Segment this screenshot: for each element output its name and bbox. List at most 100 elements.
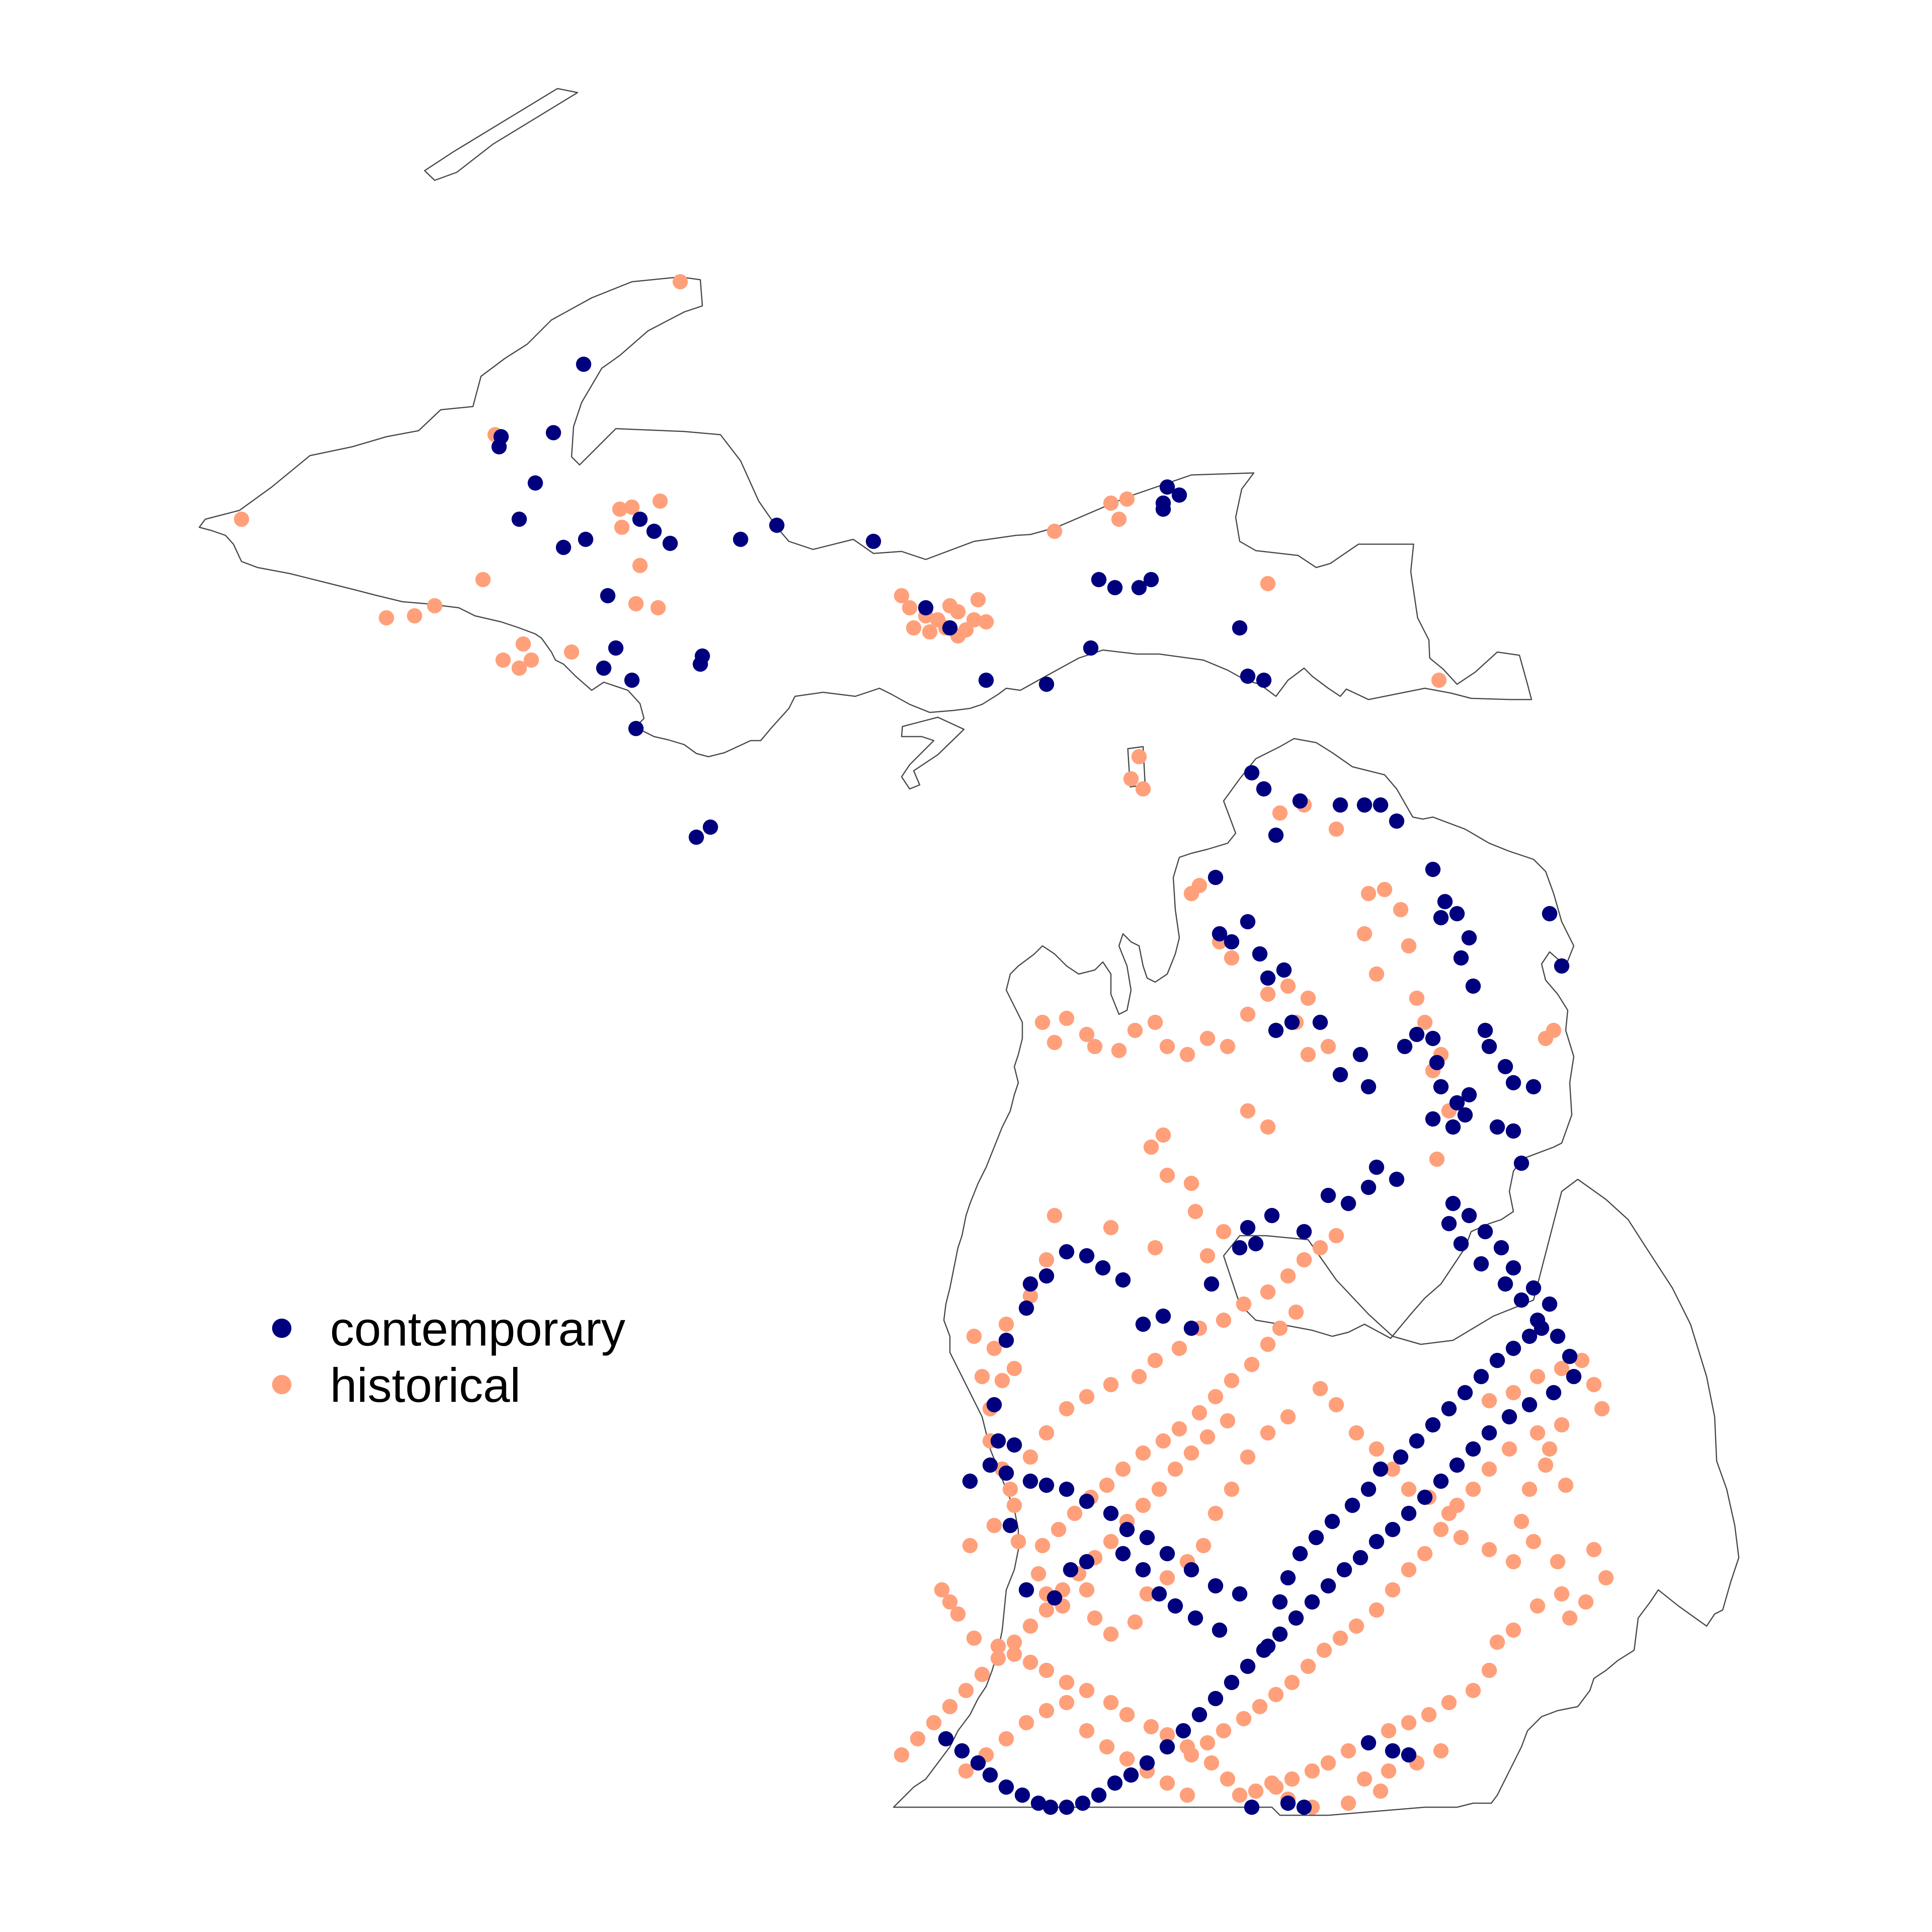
historical-point (1200, 1735, 1215, 1750)
contemporary-point (1152, 1586, 1167, 1602)
contemporary-point (1401, 1506, 1416, 1521)
contemporary-point (1550, 1329, 1565, 1344)
historical-point (1168, 1461, 1183, 1477)
contemporary-point (1043, 1800, 1058, 1815)
historical-point (1586, 1377, 1602, 1392)
historical-point (624, 500, 640, 515)
historical-point (1103, 1534, 1119, 1549)
contemporary-point (1023, 1474, 1038, 1489)
contemporary-point (1156, 1309, 1171, 1324)
historical-point (1280, 1268, 1296, 1284)
contemporary-point (1373, 1461, 1388, 1477)
historical-point (1059, 1401, 1074, 1416)
contemporary-point (1079, 1554, 1094, 1569)
historical-point (1393, 902, 1408, 917)
historical-point (1466, 1683, 1481, 1698)
historical-point (1216, 1224, 1231, 1239)
contemporary-point (1361, 1735, 1376, 1750)
contemporary-point (1292, 793, 1308, 809)
historical-point (894, 1747, 909, 1763)
historical-point (1377, 882, 1392, 897)
historical-point (1007, 1498, 1022, 1513)
historical-point (1341, 1796, 1356, 1811)
contemporary-point (1502, 1409, 1517, 1424)
contemporary-point (1240, 914, 1255, 929)
historical-point (1059, 1011, 1074, 1026)
contemporary-point (1212, 926, 1227, 941)
contemporary-point (1240, 1220, 1255, 1235)
contemporary-point (1453, 1236, 1469, 1251)
historical-point (1131, 1369, 1147, 1384)
contemporary-point (1321, 1188, 1336, 1203)
contemporary-point (1478, 1023, 1493, 1038)
contemporary-point (1224, 934, 1239, 949)
historical-point (673, 274, 688, 289)
historical-point (966, 1329, 982, 1344)
contemporary-point (1309, 1530, 1324, 1545)
historical-point (1284, 1771, 1300, 1787)
contemporary-point (1296, 1224, 1312, 1239)
historical-point (1007, 1635, 1022, 1650)
contemporary-point (1409, 1027, 1424, 1042)
historical-point (1135, 1445, 1151, 1461)
historical-point (1369, 966, 1384, 982)
contemporary-point (1461, 1087, 1477, 1102)
contemporary-point (1361, 1079, 1376, 1094)
contemporary-point (1296, 1800, 1312, 1815)
historical-point (1023, 1288, 1038, 1304)
historical-point (894, 588, 909, 603)
contemporary-point (999, 1466, 1014, 1481)
contemporary-point (1188, 1610, 1203, 1626)
contemporary-point (1176, 1723, 1191, 1738)
contemporary-point (1003, 1518, 1018, 1533)
historical-point (1333, 1631, 1348, 1646)
historical-point (1522, 1482, 1537, 1497)
historical-point (1160, 1775, 1175, 1791)
contemporary-point (1256, 673, 1271, 688)
historical-point (1300, 1047, 1316, 1062)
contemporary-point (1498, 1276, 1513, 1292)
historical-point (1003, 1482, 1018, 1497)
historical-point (1369, 1441, 1384, 1457)
contemporary-point (1079, 1248, 1094, 1263)
historical-point (1031, 1566, 1046, 1581)
contemporary-point (646, 524, 662, 539)
historical-point (1123, 771, 1139, 786)
contemporary-point (578, 532, 593, 547)
contemporary-point (1490, 1353, 1505, 1368)
historical-point (1252, 1699, 1267, 1714)
contemporary-point (1385, 1743, 1400, 1759)
historical-point (987, 1341, 1002, 1356)
contemporary-point (1284, 1015, 1300, 1030)
historical-point (962, 1538, 978, 1553)
contemporary-point (624, 673, 640, 688)
contemporary-point (1192, 1707, 1207, 1722)
contemporary-point (1514, 1156, 1529, 1171)
contemporary-point (1353, 1550, 1368, 1565)
contemporary-point (733, 532, 748, 547)
historical-point (1546, 1023, 1561, 1038)
historical-point (1119, 491, 1135, 507)
historical-point (1321, 1755, 1336, 1771)
historical-point (1208, 1389, 1223, 1404)
site-points (234, 274, 1614, 1815)
contemporary-point (1445, 1196, 1461, 1211)
contemporary-point (1353, 1047, 1368, 1062)
historical-point (524, 652, 539, 668)
contemporary-point (1160, 1739, 1175, 1754)
contemporary-point (1514, 1292, 1529, 1308)
historical-point (1417, 1015, 1432, 1030)
historical-point (1417, 1546, 1432, 1561)
historical-point (1127, 1614, 1143, 1630)
contemporary-point (938, 1731, 954, 1746)
historical-point (1381, 1763, 1396, 1779)
historical-point (1594, 1401, 1610, 1416)
historical-point (1574, 1353, 1589, 1368)
historical-point (1200, 1031, 1215, 1046)
contemporary-point (1466, 1441, 1481, 1457)
contemporary-point (1313, 1015, 1328, 1030)
contemporary-point (1506, 1341, 1521, 1356)
historical-point (1313, 1381, 1328, 1396)
historical-point (1240, 1449, 1255, 1465)
